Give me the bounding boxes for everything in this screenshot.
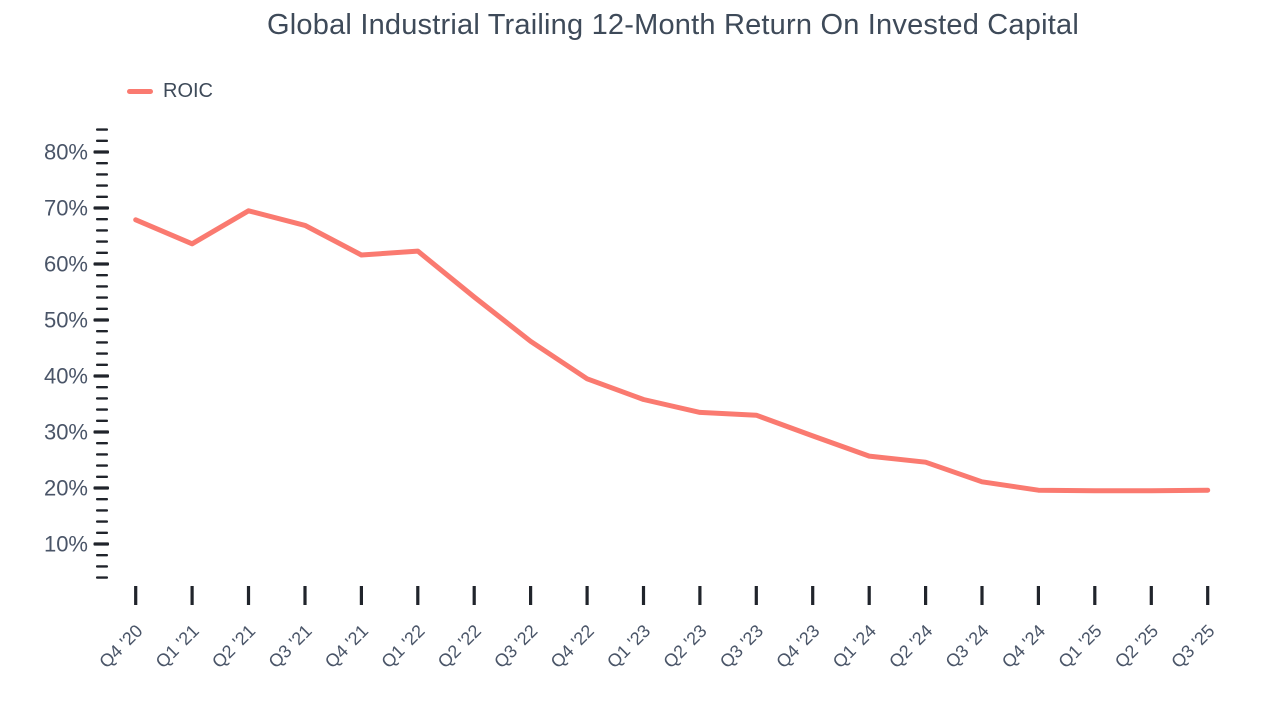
y-axis-label: 80% (44, 140, 88, 165)
y-axis-minor-tick (96, 520, 108, 523)
x-axis-label: Q1 '25 (1054, 621, 1105, 672)
x-axis-label: Q2 '21 (208, 621, 259, 672)
x-axis-tick (698, 586, 702, 605)
y-axis-minor-tick (96, 509, 108, 512)
y-axis-major-tick (93, 542, 109, 546)
x-axis-tick (303, 586, 307, 605)
y-axis-minor-tick (96, 352, 108, 355)
x-axis-label: Q1 '22 (377, 621, 428, 672)
x-axis-tick (641, 586, 646, 605)
y-axis-minor-tick (96, 240, 108, 243)
x-axis-tick (190, 586, 194, 605)
x-axis-label: Q4 '22 (547, 621, 598, 672)
y-axis-label: 50% (44, 308, 88, 333)
x-axis-label: Q3 '23 (716, 621, 767, 672)
x-axis-tick (924, 586, 928, 605)
x-axis-label: Q1 '23 (603, 621, 654, 672)
y-axis-minor-tick (96, 408, 108, 411)
roic-series-swatch (127, 88, 153, 94)
x-axis-tick (134, 586, 138, 605)
y-axis-minor-tick (96, 251, 108, 254)
y-axis-minor-tick (96, 341, 108, 344)
y-axis-minor-tick (96, 173, 108, 176)
x-axis-label: Q4 '24 (998, 621, 1049, 672)
y-axis-minor-tick (96, 285, 108, 288)
x-axis-label: Q1 '24 (829, 621, 880, 672)
x-axis-label: Q3 '21 (265, 621, 316, 672)
y-axis-minor-tick (96, 565, 108, 568)
y-axis-major-tick (93, 318, 109, 322)
y-axis-minor-tick (96, 363, 108, 366)
legend: ROIC (127, 80, 213, 102)
x-axis-tick (754, 586, 758, 605)
x-axis-label: Q2 '23 (659, 621, 710, 672)
x-axis-tick (1206, 586, 1210, 605)
x-axis-label: Q2 '22 (434, 621, 485, 672)
x-axis-tick (416, 586, 420, 605)
y-axis-major-tick (93, 430, 109, 434)
x-axis-tick (1036, 586, 1040, 605)
x-axis-label: Q2 '24 (885, 621, 936, 672)
y-axis-minor-tick (96, 330, 108, 333)
y-axis-label: 10% (44, 532, 88, 557)
chart-title: Global Industrial Trailing 12-Month Retu… (267, 9, 1079, 41)
y-axis-minor-tick (96, 576, 108, 579)
x-axis-label: Q2 '25 (1111, 621, 1162, 672)
x-axis-tick (1093, 586, 1097, 605)
x-axis-label: Q3 '22 (490, 621, 541, 672)
legend-label-roic: ROIC (163, 80, 213, 102)
y-axis-minor-tick (96, 184, 108, 187)
y-axis-major-tick (93, 206, 109, 210)
y-axis-minor-tick (96, 397, 108, 400)
x-axis-tick (529, 586, 533, 605)
y-axis-major-tick (93, 374, 109, 378)
x-axis-tick (472, 586, 476, 605)
x-axis-tick (867, 586, 871, 605)
y-axis-minor-tick (96, 139, 108, 142)
x-axis-tick (246, 586, 251, 605)
y-axis-minor-tick (96, 296, 108, 299)
y-axis-major-tick (93, 486, 109, 490)
x-axis-label: Q3 '24 (942, 621, 993, 672)
x-axis-tick (811, 586, 815, 605)
y-axis-minor-tick (96, 128, 108, 131)
y-axis-minor-tick (96, 475, 108, 478)
x-axis-label: Q3 '25 (1167, 621, 1218, 672)
y-axis-minor-tick (96, 386, 108, 389)
x-axis-label: Q4 '20 (95, 621, 146, 672)
roic-line-series (133, 208, 1211, 494)
y-axis-minor-tick (96, 453, 108, 456)
y-axis-minor-tick (96, 464, 108, 467)
y-axis-label: 70% (44, 196, 88, 221)
x-axis-tick (1149, 586, 1153, 605)
y-axis-label: 30% (44, 420, 88, 445)
x-axis-label: Q4 '23 (772, 621, 823, 672)
y-axis-major-tick (93, 262, 109, 266)
y-axis-minor-tick (96, 218, 108, 221)
x-axis-tick (359, 586, 363, 605)
y-axis-major-tick (93, 150, 109, 154)
y-axis-minor-tick (96, 195, 108, 198)
y-axis-label: 40% (44, 364, 88, 389)
y-axis-minor-tick (96, 307, 108, 310)
y-axis-minor-tick (96, 229, 108, 232)
y-axis-minor-tick (96, 498, 108, 501)
y-axis-label: 60% (44, 252, 88, 277)
y-axis-minor-tick (96, 419, 108, 422)
x-axis-label: Q4 '21 (321, 621, 372, 672)
x-axis-label: Q1 '21 (152, 621, 203, 672)
y-axis-minor-tick (96, 274, 108, 277)
y-axis-minor-tick (96, 442, 108, 445)
y-axis-minor-tick (96, 554, 108, 557)
y-axis-minor-tick (96, 162, 108, 165)
y-axis-minor-tick (96, 531, 108, 534)
x-axis-tick (585, 586, 589, 605)
x-axis-tick (980, 586, 984, 605)
y-axis-label: 20% (44, 476, 88, 501)
